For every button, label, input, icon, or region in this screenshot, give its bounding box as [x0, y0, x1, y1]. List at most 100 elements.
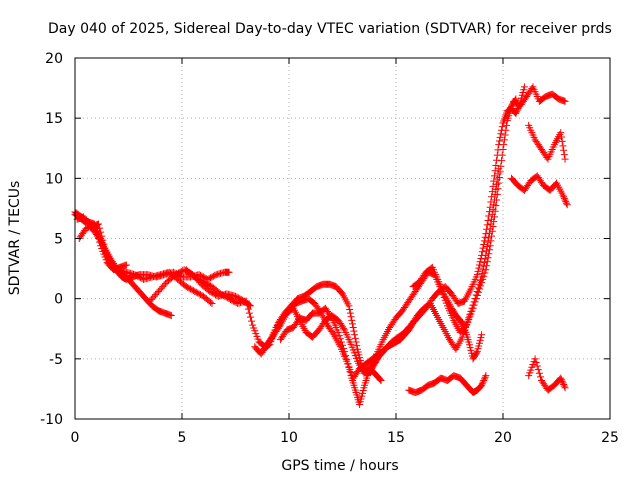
- data-point: [208, 273, 216, 281]
- data-point: [84, 218, 92, 226]
- x-tick-label: 15: [387, 430, 405, 446]
- data-point: [93, 231, 101, 239]
- series-arc-4: [75, 220, 130, 274]
- data-point: [491, 167, 499, 175]
- series-arc-8: [259, 165, 503, 382]
- data-point: [498, 157, 506, 165]
- x-tick-label: 25: [601, 430, 619, 446]
- data-point: [329, 329, 337, 337]
- data-point: [470, 298, 478, 306]
- data-point: [488, 193, 496, 201]
- series-arc-10: [405, 372, 490, 397]
- series-arc-9: [276, 304, 385, 409]
- data-point: [481, 255, 489, 263]
- data-point: [92, 227, 100, 235]
- data-point: [236, 295, 244, 303]
- data-point: [477, 277, 485, 285]
- data-point: [483, 221, 491, 229]
- data-point: [198, 277, 206, 285]
- data-point: [192, 288, 200, 296]
- data-point: [348, 320, 356, 328]
- data-point: [191, 287, 199, 295]
- data-point: [557, 376, 565, 384]
- data-point: [503, 121, 511, 129]
- data-point: [376, 376, 384, 384]
- data-point: [207, 288, 215, 296]
- data-point: [489, 182, 497, 190]
- data-point: [560, 381, 568, 389]
- data-point: [194, 275, 202, 283]
- data-point: [248, 317, 256, 325]
- data-point: [484, 216, 492, 224]
- data-point: [244, 305, 252, 313]
- data-point: [513, 106, 521, 114]
- data-point: [536, 373, 544, 381]
- data-point: [478, 269, 486, 277]
- data-point: [234, 294, 242, 302]
- data-point: [199, 278, 207, 286]
- data-point: [173, 270, 181, 278]
- data-point: [489, 206, 497, 214]
- data-point: [336, 335, 344, 343]
- data-point: [478, 381, 486, 389]
- x-tick-label: 20: [494, 430, 512, 446]
- data-point: [559, 379, 567, 387]
- data-point: [335, 332, 343, 340]
- data-point: [480, 237, 488, 245]
- data-point: [341, 348, 349, 356]
- data-point: [474, 284, 482, 292]
- data-point: [480, 259, 488, 267]
- data-point: [80, 213, 88, 221]
- data-point: [473, 271, 481, 279]
- data-point: [81, 214, 89, 222]
- data-point: [132, 271, 140, 279]
- data-point: [468, 304, 476, 312]
- data-point: [224, 294, 232, 302]
- data-point: [557, 129, 565, 137]
- data-point: [560, 382, 568, 390]
- data-point: [533, 362, 541, 370]
- data-point: [498, 151, 506, 159]
- y-tick-label: 15: [45, 111, 63, 127]
- data-point: [91, 224, 99, 232]
- data-point: [563, 201, 571, 209]
- series-arc-11: [409, 263, 486, 363]
- series-arc-15: [525, 355, 569, 394]
- data-point: [225, 268, 233, 276]
- data-point: [560, 146, 568, 154]
- data-point: [351, 334, 359, 342]
- data-point: [204, 280, 212, 288]
- data-point: [499, 145, 507, 153]
- data-point: [90, 220, 98, 228]
- data-point: [482, 372, 490, 380]
- data-point: [344, 360, 352, 368]
- data-point: [150, 292, 158, 300]
- data-point: [201, 279, 209, 287]
- data-point: [245, 309, 253, 317]
- data-point: [561, 97, 569, 105]
- data-point: [146, 297, 154, 305]
- data-point: [532, 358, 540, 366]
- data-point: [100, 240, 108, 248]
- data-point: [472, 291, 480, 299]
- data-point: [481, 373, 489, 381]
- y-tick-label: 20: [45, 51, 63, 67]
- data-point: [349, 324, 357, 332]
- y-tick-label: 5: [54, 232, 63, 248]
- data-point: [483, 243, 491, 251]
- data-point: [172, 271, 180, 279]
- x-axis-label: GPS time / hours: [281, 458, 398, 474]
- data-point: [479, 266, 487, 274]
- data-point: [465, 314, 473, 322]
- data-marks: [71, 83, 571, 409]
- data-point: [500, 141, 508, 149]
- data-point: [191, 273, 199, 281]
- data-point: [495, 137, 503, 145]
- data-point: [480, 376, 488, 384]
- data-point: [561, 155, 569, 163]
- data-point: [135, 273, 143, 281]
- data-point: [484, 238, 492, 246]
- data-point: [490, 196, 498, 204]
- data-point: [340, 324, 348, 332]
- data-point: [513, 108, 521, 116]
